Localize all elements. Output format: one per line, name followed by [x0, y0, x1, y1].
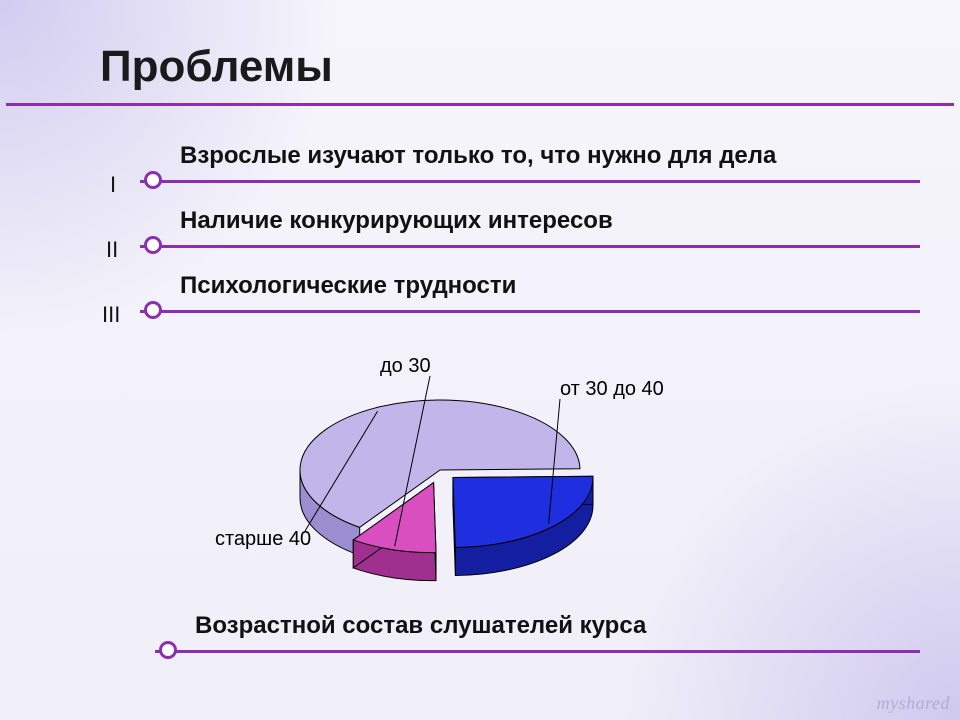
pie-leader-2 [395, 376, 430, 546]
bullet-text-1: Взрослые изучают только то, что нужно дл… [180, 142, 776, 170]
bullet-line-3 [140, 310, 920, 313]
watermark: myshared [877, 693, 950, 714]
title-underline [6, 103, 954, 106]
bullet-text-2: Наличие конкурирующих интересов [180, 207, 613, 235]
pie-side [455, 478, 593, 576]
pie-label-0: старше 40 [215, 528, 311, 550]
pie-slice-top [353, 483, 436, 553]
caption-dot [159, 641, 177, 659]
bullet-text-3: Психологические трудности [180, 272, 516, 300]
bullet-roman-1: I [110, 172, 116, 198]
pie-label-2: до 30 [380, 355, 431, 377]
slide-title: Проблемы [100, 42, 333, 92]
pie-cut-side [453, 478, 455, 576]
pie-cut-side [453, 476, 593, 505]
pie-cut-side [434, 483, 436, 581]
bullet-dot-1 [144, 171, 162, 189]
pie-leader-1 [549, 399, 560, 524]
bullet-line-2 [140, 245, 920, 248]
pie-slice-top [300, 400, 580, 527]
chart-caption: Возрастной состав слушателей курса [195, 612, 646, 640]
bullet-dot-3 [144, 301, 162, 319]
bullet-dot-2 [144, 236, 162, 254]
pie-slice-top [453, 476, 593, 547]
pie-label-1: от 30 до 40 [560, 378, 664, 400]
pie-leader-0 [305, 411, 378, 531]
pie-side [300, 470, 360, 555]
bullet-roman-2: II [106, 237, 118, 263]
pie-side [353, 540, 436, 581]
pie-cut-side [353, 483, 433, 568]
bullet-line-1 [140, 180, 920, 183]
bullet-roman-3: III [102, 302, 120, 328]
caption-line [155, 650, 920, 653]
